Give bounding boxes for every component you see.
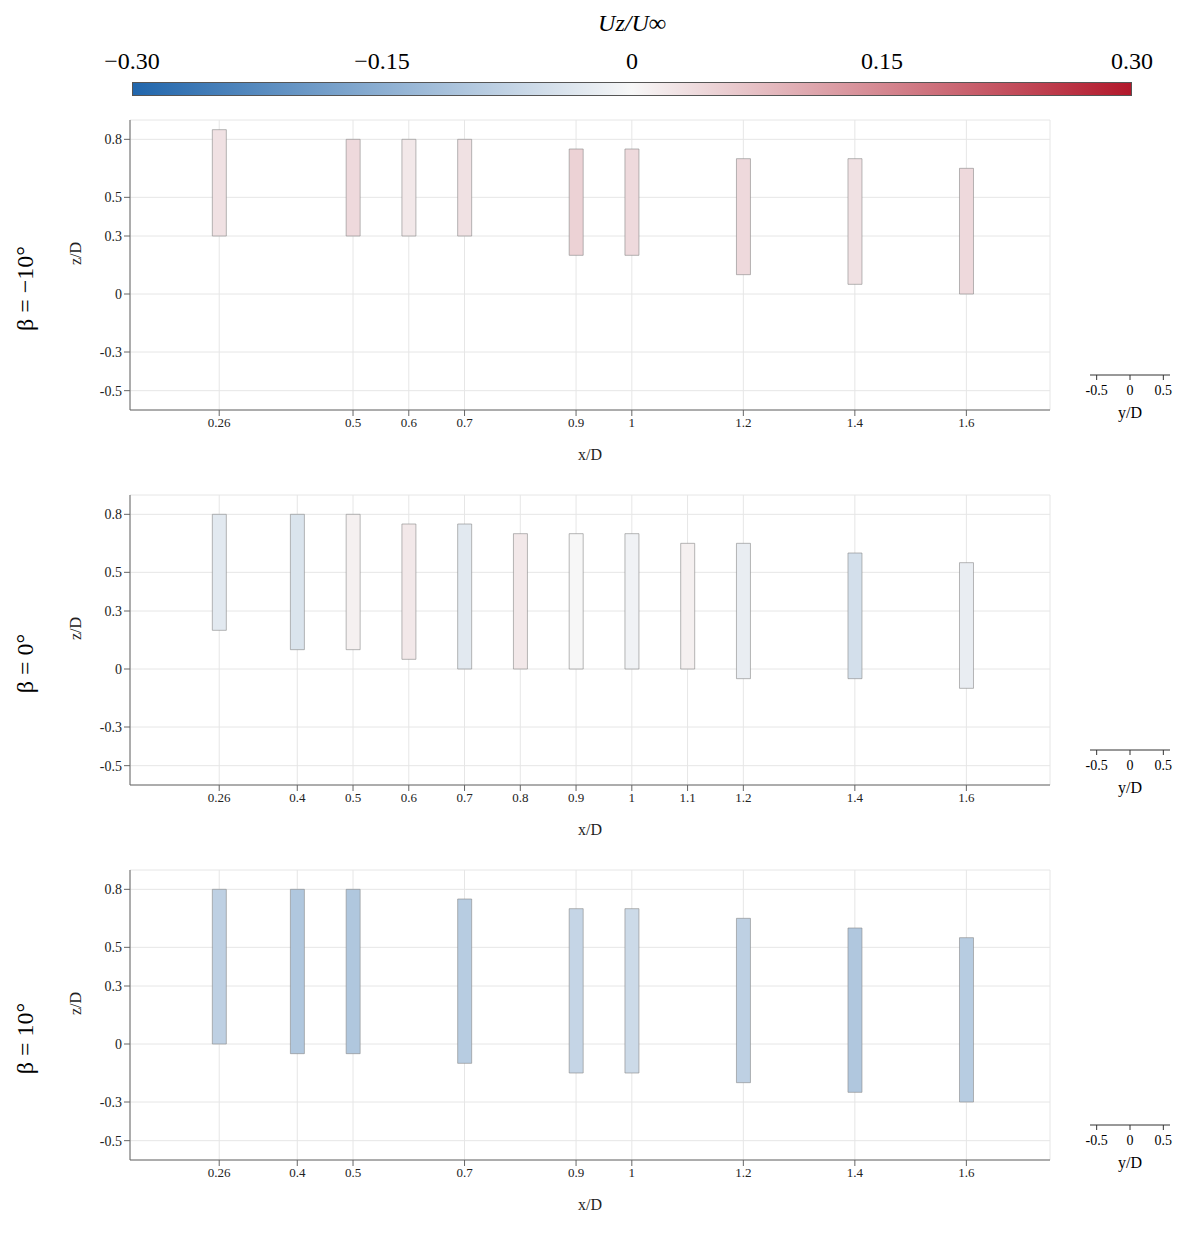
svg-text:1.2: 1.2 xyxy=(735,1165,751,1180)
svg-text:1: 1 xyxy=(629,1165,636,1180)
svg-text:y/D: y/D xyxy=(1118,404,1142,422)
svg-text:-0.3: -0.3 xyxy=(100,720,122,735)
svg-text:0: 0 xyxy=(115,287,122,302)
svg-text:x/D: x/D xyxy=(578,446,602,463)
svg-text:0.5: 0.5 xyxy=(1155,383,1173,398)
html-text:0.30: 0.30 xyxy=(1111,48,1153,74)
svg-text:1.6: 1.6 xyxy=(958,790,975,805)
html-text:−0.30: −0.30 xyxy=(104,48,160,74)
svg-text:1.2: 1.2 xyxy=(735,790,751,805)
html-text:β = 0°: β = 0° xyxy=(11,633,38,694)
svg-text:x/D: x/D xyxy=(578,821,602,838)
svg-text:-0.3: -0.3 xyxy=(100,345,122,360)
svg-text:0.5: 0.5 xyxy=(345,1165,361,1180)
svg-text:1: 1 xyxy=(629,415,636,430)
html-text:Uz/U∞: Uz/U∞ xyxy=(598,10,666,36)
svg-text:-0.5: -0.5 xyxy=(1086,383,1108,398)
svg-text:0.9: 0.9 xyxy=(568,1165,584,1180)
svg-text:0.26: 0.26 xyxy=(208,790,231,805)
html-text:β = −10°: β = −10° xyxy=(11,246,38,331)
svg-text:1.6: 1.6 xyxy=(958,1165,975,1180)
svg-text:0.9: 0.9 xyxy=(568,415,584,430)
html-text:0: 0 xyxy=(626,48,638,74)
svg-text:0.5: 0.5 xyxy=(345,415,361,430)
svg-text:1.4: 1.4 xyxy=(847,1165,864,1180)
svg-text:0.3: 0.3 xyxy=(105,604,123,619)
svg-text:-0.5: -0.5 xyxy=(100,1134,122,1149)
svg-text:0.6: 0.6 xyxy=(401,415,418,430)
html-text:β = 10°: β = 10° xyxy=(11,1002,38,1075)
svg-text:1.4: 1.4 xyxy=(847,790,864,805)
svg-text:0.5: 0.5 xyxy=(1155,758,1173,773)
svg-text:0.8: 0.8 xyxy=(105,882,123,897)
svg-text:y/D: y/D xyxy=(1118,779,1142,797)
svg-text:z/D: z/D xyxy=(67,242,84,265)
svg-text:1.4: 1.4 xyxy=(847,415,864,430)
svg-text:0.5: 0.5 xyxy=(1155,1133,1173,1148)
svg-text:-0.3: -0.3 xyxy=(100,1095,122,1110)
svg-text:0.3: 0.3 xyxy=(105,979,123,994)
svg-text:0.8: 0.8 xyxy=(512,790,528,805)
svg-text:1: 1 xyxy=(629,790,636,805)
svg-text:0.5: 0.5 xyxy=(105,940,123,955)
html-text:0.15: 0.15 xyxy=(861,48,903,74)
svg-text:-0.5: -0.5 xyxy=(100,759,122,774)
svg-text:0.26: 0.26 xyxy=(208,415,231,430)
svg-text:0.6: 0.6 xyxy=(401,790,418,805)
svg-text:0: 0 xyxy=(115,662,122,677)
svg-text:0.8: 0.8 xyxy=(105,132,123,147)
svg-text:-0.5: -0.5 xyxy=(1086,1133,1108,1148)
svg-text:0: 0 xyxy=(1127,1133,1134,1148)
svg-text:0.5: 0.5 xyxy=(105,565,123,580)
svg-text:0.26: 0.26 xyxy=(208,1165,231,1180)
svg-text:0.7: 0.7 xyxy=(456,1165,473,1180)
svg-text:1.2: 1.2 xyxy=(735,415,751,430)
svg-text:0.7: 0.7 xyxy=(456,415,473,430)
html-text:−0.15: −0.15 xyxy=(354,48,410,74)
svg-text:0: 0 xyxy=(1127,758,1134,773)
svg-text:1.1: 1.1 xyxy=(679,790,695,805)
svg-text:0: 0 xyxy=(1127,383,1134,398)
svg-text:0.9: 0.9 xyxy=(568,790,584,805)
svg-text:-0.5: -0.5 xyxy=(100,384,122,399)
svg-text:-0.5: -0.5 xyxy=(1086,758,1108,773)
svg-text:1.6: 1.6 xyxy=(958,415,975,430)
svg-text:y/D: y/D xyxy=(1118,1154,1142,1172)
svg-text:0.7: 0.7 xyxy=(456,790,473,805)
svg-text:0.3: 0.3 xyxy=(105,229,123,244)
svg-text:0.5: 0.5 xyxy=(105,190,123,205)
svg-text:x/D: x/D xyxy=(578,1196,602,1213)
svg-text:0: 0 xyxy=(115,1037,122,1052)
svg-text:0.5: 0.5 xyxy=(345,790,361,805)
svg-text:z/D: z/D xyxy=(67,992,84,1015)
svg-text:0.8: 0.8 xyxy=(105,507,123,522)
svg-text:0.4: 0.4 xyxy=(289,1165,306,1180)
svg-text:0.4: 0.4 xyxy=(289,790,306,805)
svg-text:z/D: z/D xyxy=(67,617,84,640)
